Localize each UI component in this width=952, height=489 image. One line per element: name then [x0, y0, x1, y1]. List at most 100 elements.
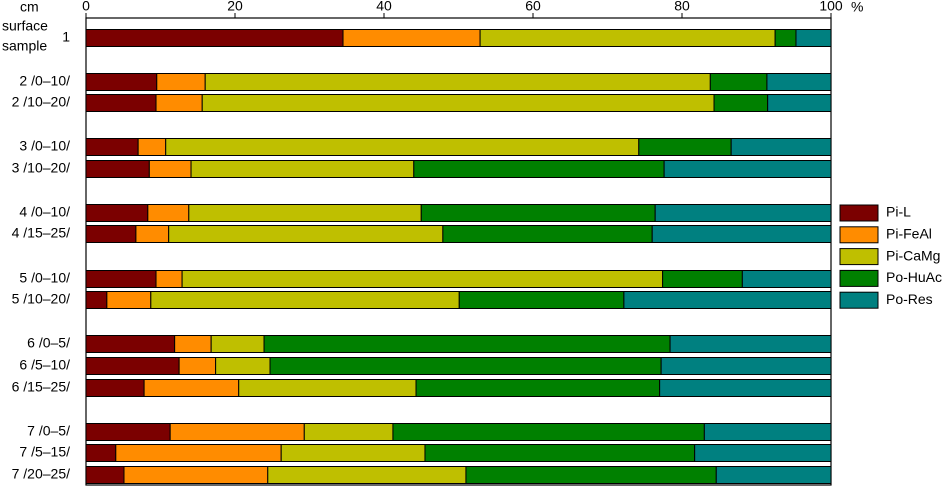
x-tick-label: 100 — [819, 0, 843, 14]
bar-segment — [263, 335, 671, 353]
bar-segment — [85, 94, 157, 112]
bar-segment — [442, 225, 653, 243]
bar-segment — [210, 335, 265, 353]
bar-segment — [774, 29, 797, 47]
legend-label: Po-HuAc — [886, 269, 942, 285]
y-tick-label: 4 /0–10/ — [19, 204, 70, 220]
bar-segment — [741, 270, 832, 288]
bar-segment — [201, 94, 715, 112]
bar-segment — [106, 291, 152, 309]
bar-segment — [413, 160, 665, 178]
x-tick-label: 80 — [674, 0, 690, 14]
bar-segment — [269, 357, 662, 375]
bar-segment — [150, 291, 460, 309]
bar-segment — [659, 379, 832, 397]
legend-swatch — [839, 204, 879, 222]
bar-segment — [767, 94, 832, 112]
y-tick-label: 7 /0–5/ — [27, 423, 70, 439]
bar-segment — [465, 466, 717, 484]
legend-swatch — [839, 269, 879, 287]
bar-segment — [135, 225, 170, 243]
y-tick-label: 3 /10–20/ — [12, 160, 70, 176]
bar-segment — [303, 423, 394, 441]
bar-segment — [85, 335, 176, 353]
bar-segment — [662, 270, 743, 288]
bar-segment — [85, 291, 108, 309]
bar-segment — [137, 138, 167, 156]
y-tick-label: 7 /20–25/ — [12, 466, 70, 482]
x-tick-label: 60 — [525, 0, 541, 14]
bar-segment — [148, 160, 192, 178]
x-unit-label: % — [851, 0, 863, 15]
bar-segment — [654, 204, 832, 222]
x-tick-label: 20 — [227, 0, 243, 14]
bar-segment — [155, 270, 183, 288]
bar-segment — [190, 160, 415, 178]
bar-segment — [766, 73, 832, 91]
bar-segment — [709, 73, 768, 91]
bar-segment — [143, 379, 240, 397]
y-tick-label: 4 /15–25/ — [12, 225, 70, 241]
bar-segment — [85, 466, 125, 484]
bar-segment — [188, 204, 422, 222]
bar-segment — [660, 357, 832, 375]
bar-segment — [420, 204, 656, 222]
y-tick-label: 5 /10–20/ — [12, 291, 70, 307]
bar-segment — [85, 225, 137, 243]
bar-segment — [623, 291, 832, 309]
x-axis-label: cm — [20, 0, 39, 15]
bar-segment — [147, 204, 190, 222]
plot-frame — [85, 17, 832, 486]
y-tick-label: 2 /10–20/ — [12, 94, 70, 110]
legend-label: Pi-CaMg — [886, 247, 940, 263]
bar-segment — [795, 29, 832, 47]
bar-segment — [694, 444, 832, 462]
bar-segment — [168, 225, 444, 243]
bar-segment — [85, 204, 149, 222]
bar-segment — [169, 423, 305, 441]
bar-segment — [458, 291, 625, 309]
annotation: sample — [2, 38, 47, 54]
bar-segment — [342, 29, 481, 47]
bar-segment — [415, 379, 661, 397]
y-tick-label: 6 /0–5/ — [27, 335, 70, 351]
bar-segment — [638, 138, 732, 156]
legend-label: Pi-L — [886, 204, 911, 220]
bar-segment — [392, 423, 705, 441]
legend-swatch — [839, 248, 879, 266]
bar-segment — [156, 73, 206, 91]
bar-segment — [85, 444, 117, 462]
bar-segment — [155, 94, 203, 112]
bar-segment — [178, 357, 217, 375]
bar-segment — [715, 466, 832, 484]
bar-segment — [703, 423, 832, 441]
bar-segment — [85, 138, 139, 156]
bar-segment — [115, 444, 282, 462]
bar-segment — [424, 444, 696, 462]
bar-segment — [174, 335, 212, 353]
bar-segment — [85, 423, 171, 441]
bar-segment — [165, 138, 640, 156]
legend-swatch — [839, 291, 879, 309]
x-tick-label: 40 — [376, 0, 392, 14]
bar-segment — [85, 73, 158, 91]
bar-segment — [267, 466, 467, 484]
x-tick-label: 0 — [82, 0, 90, 14]
bar-segment — [85, 29, 344, 47]
bar-segment — [85, 357, 180, 375]
legend-label: Pi-FeAl — [886, 226, 932, 242]
bar-segment — [663, 160, 832, 178]
bar-segment — [479, 29, 776, 47]
y-tick-label: 6 /5–10/ — [19, 357, 70, 373]
bar-segment — [713, 94, 769, 112]
bar-segment — [215, 357, 271, 375]
bar-segment — [181, 270, 664, 288]
y-tick-label: 7 /5–15/ — [19, 444, 70, 460]
y-tick-label: 1 — [62, 29, 70, 45]
y-tick-label: 6 /15–25/ — [12, 379, 70, 395]
legend-swatch — [839, 226, 879, 244]
annotation: surface — [2, 18, 48, 34]
bar-segment — [238, 379, 417, 397]
y-tick-label: 3 /0–10/ — [19, 138, 70, 154]
